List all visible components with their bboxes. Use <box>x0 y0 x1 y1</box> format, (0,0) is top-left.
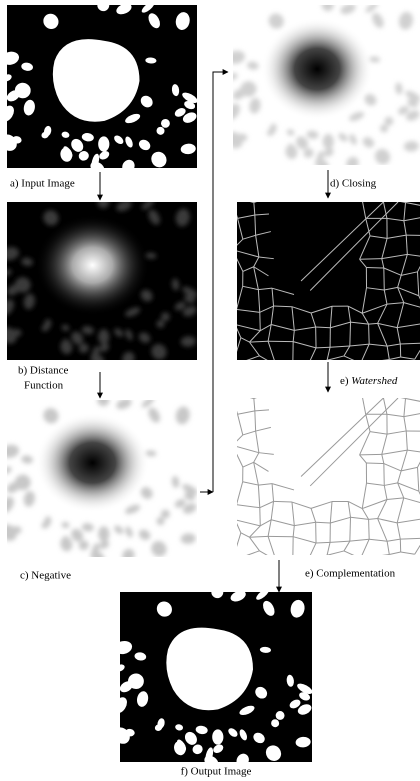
watershed-line <box>383 198 406 202</box>
watershed-line <box>350 322 351 346</box>
label: e) Watershed <box>340 375 398 387</box>
watershed-line <box>369 519 370 539</box>
watershed-line <box>350 517 351 541</box>
watershed-line <box>293 557 309 559</box>
image-panel <box>0 196 199 368</box>
watershed-line <box>235 505 236 520</box>
blob <box>323 134 334 149</box>
watershed-line <box>276 362 293 366</box>
watershed-line <box>274 306 292 307</box>
watershed-line <box>274 501 292 502</box>
watershed-line <box>316 347 330 348</box>
watershed-line <box>369 324 370 344</box>
watershed-line <box>309 555 328 559</box>
label: f) Output Image <box>181 766 252 778</box>
watershed-line <box>361 555 390 559</box>
label-italic: Watershed <box>351 375 398 387</box>
image-panel <box>0 0 199 176</box>
image-panel <box>0 394 199 565</box>
gradient-blob <box>261 18 373 120</box>
watershed-line <box>360 259 382 260</box>
watershed-line <box>366 267 383 268</box>
arrow <box>213 72 228 492</box>
gradient-blob <box>36 215 150 316</box>
watershed-line <box>383 394 406 398</box>
watershed-line <box>366 463 383 464</box>
watershed-line <box>231 196 254 202</box>
image-panel <box>231 196 420 365</box>
watershed-line <box>231 392 238 414</box>
label: e) Complementation <box>305 568 396 580</box>
label: a) Input Image <box>10 178 75 190</box>
watershed-line <box>235 309 236 324</box>
watershed-line <box>316 542 330 543</box>
blob <box>212 729 223 744</box>
blob <box>98 526 109 541</box>
watershed-line <box>361 360 390 364</box>
label: b) Distance <box>18 365 69 377</box>
blob <box>98 329 109 344</box>
label: d) Closing <box>330 178 377 190</box>
blob <box>98 136 109 151</box>
watershed-line <box>276 557 293 561</box>
image-panel <box>223 0 420 173</box>
watershed-line <box>231 392 254 398</box>
panel-bg <box>237 202 420 360</box>
label-prefix: e) <box>340 375 349 387</box>
watershed-line <box>293 362 309 364</box>
gradient-blob <box>36 413 150 513</box>
watershed-line <box>254 392 271 398</box>
label: Function <box>24 380 64 392</box>
watershed-line <box>254 196 271 202</box>
watershed-line <box>360 454 382 455</box>
image-panel <box>231 392 420 560</box>
watershed-line <box>231 196 238 218</box>
label: c) Negative <box>20 570 71 582</box>
figure: a) Input Image b) Distance Function c) N… <box>0 0 420 781</box>
watershed-line <box>309 360 328 364</box>
panel-bg <box>237 398 420 555</box>
image-panel <box>110 586 314 770</box>
